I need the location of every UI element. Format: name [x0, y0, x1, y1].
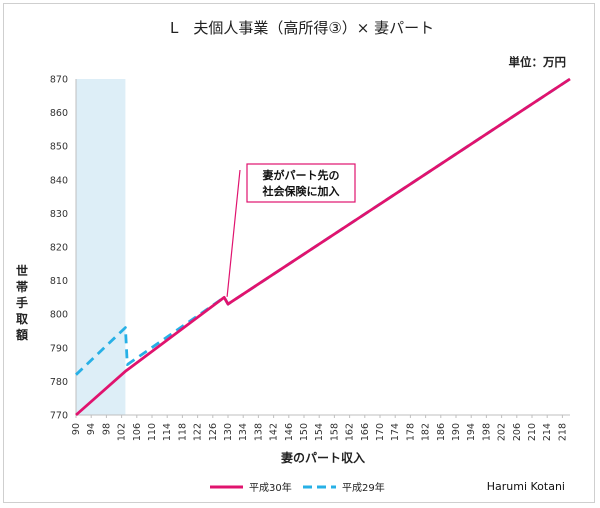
x-tick-label: 218 [557, 423, 568, 441]
callout-text-line2: 社会保険に加入 [262, 184, 340, 198]
y-tick-label: 790 [50, 343, 68, 354]
x-tick-label: 198 [481, 423, 492, 441]
series-line-dashed [75, 77, 571, 376]
x-tick-label: 146 [284, 423, 295, 441]
x-tick-label: 150 [299, 423, 310, 441]
y-tick-label: 820 [50, 243, 68, 254]
y-tick-label: 840 [50, 175, 68, 186]
y-tick-label: 850 [50, 142, 68, 153]
highlight-band-layer [76, 79, 126, 415]
x-tick-label: 134 [238, 423, 249, 441]
x-tick-label: 182 [421, 423, 432, 441]
y-axis-label-char: 取 [16, 312, 28, 326]
x-tick-label: 110 [147, 423, 158, 441]
series-layer [75, 77, 571, 417]
x-tick-label: 206 [512, 423, 523, 441]
highlight-band [76, 79, 126, 415]
callout-box [246, 163, 356, 203]
x-tick-label: 162 [345, 423, 356, 441]
x-tick-label: 102 [117, 423, 128, 441]
x-tick-label: 158 [329, 423, 340, 441]
y-tick-label: 800 [50, 310, 68, 321]
x-tick-label: 170 [375, 423, 386, 441]
y-tick-label: 830 [50, 209, 68, 220]
x-tick-label: 166 [360, 423, 371, 441]
unit-label: 単位：万円 [509, 55, 567, 69]
x-tick-label: 118 [177, 423, 188, 441]
x-tick-label: 214 [542, 423, 553, 441]
y-tick-label: 770 [50, 411, 68, 422]
legend-label: 平成29年 [342, 481, 385, 494]
chart-title: L 夫個人事業（高所得③）× 妻パート [170, 19, 434, 37]
x-tick-label: 122 [193, 423, 204, 441]
x-tick-label: 194 [466, 423, 477, 441]
x-axis-label: 妻のパート収入 [281, 450, 365, 465]
x-tick-label: 154 [314, 423, 325, 441]
y-axis-label-char: 手 [16, 295, 28, 310]
x-tick-label: 178 [405, 423, 416, 441]
x-tick-label: 190 [451, 423, 462, 441]
x-tick-label: 114 [162, 423, 173, 441]
x-tick-label: 90 [71, 423, 82, 435]
y-tick-label: 870 [50, 75, 68, 86]
y-axis-label-char: 世 [16, 263, 28, 278]
y-tick-label: 810 [50, 276, 68, 287]
callout-pointer [226, 169, 241, 297]
series-line-solid [75, 77, 571, 417]
x-tick-label: 142 [269, 423, 280, 441]
x-tick-label: 126 [208, 423, 219, 441]
x-tick-label: 186 [436, 423, 447, 441]
x-tick-label: 130 [223, 423, 234, 441]
y-axis-label-char: 額 [15, 327, 28, 342]
x-tick-label: 106 [132, 423, 143, 441]
x-tick-label: 210 [527, 423, 538, 441]
legend: 平成30年 平成29年 [210, 481, 385, 494]
y-tick-label: 780 [50, 377, 68, 388]
legend-label: 平成30年 [249, 481, 292, 494]
x-tick-label: 94 [86, 423, 97, 435]
x-tick-label: 174 [390, 423, 401, 441]
x-tick-label: 138 [253, 423, 264, 441]
x-tick-label: 202 [497, 423, 508, 441]
author-credit: Harumi Kotani [487, 480, 565, 493]
x-tick-label: 98 [101, 423, 112, 435]
y-tick-label: 860 [50, 108, 68, 119]
callout-text-line1: 妻がパート先の [263, 168, 340, 182]
axis-layer: 770 780 790 800 810 820 830 840 850 860 870 90 94 98 1… [50, 75, 570, 441]
y-axis-label-char: 帯 [16, 279, 28, 294]
